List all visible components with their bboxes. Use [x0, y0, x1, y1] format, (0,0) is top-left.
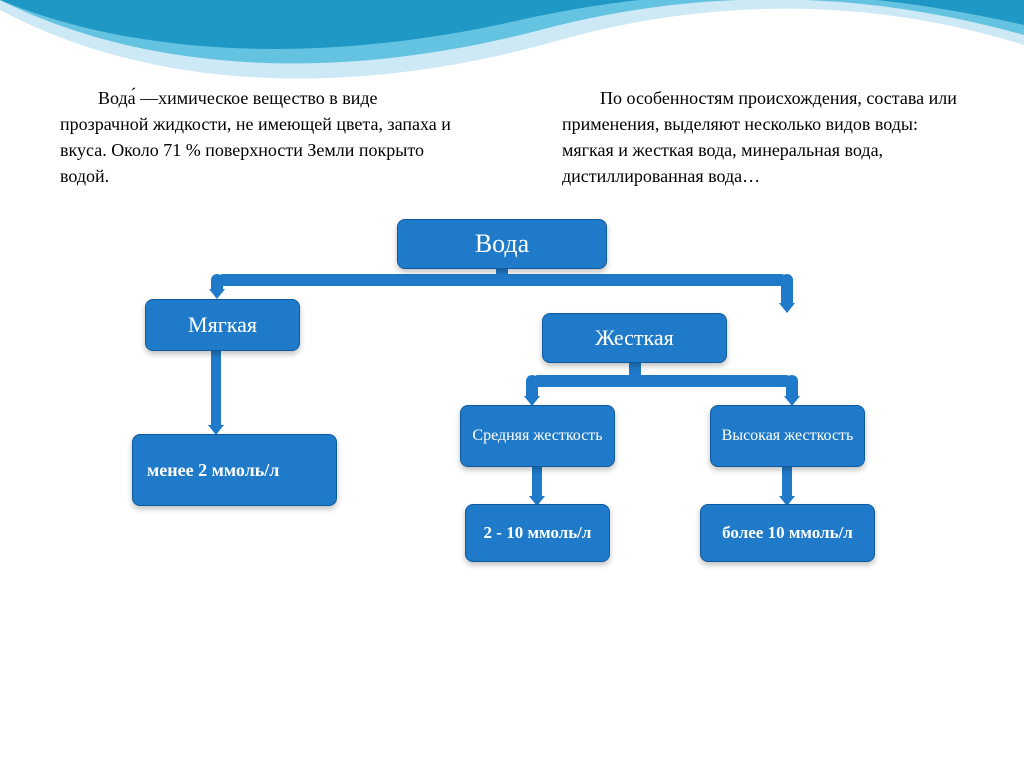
node-hard: Жесткая: [542, 313, 727, 363]
node-water-root: Вода: [397, 219, 607, 269]
content-area: Вода́ —химическое вещество в виде прозра…: [0, 0, 1024, 639]
node-label: Вода: [475, 229, 529, 259]
node-medium-value: 2 - 10 ммоль/л: [465, 504, 610, 562]
connector: [782, 465, 792, 498]
node-medium-hardness: Средняя жесткость: [460, 405, 615, 467]
node-label: Высокая жесткость: [722, 426, 854, 446]
arrow-icon: [779, 303, 795, 313]
node-soft: Мягкая: [145, 299, 300, 351]
node-value: 2 - 10 ммоль/л: [484, 522, 592, 544]
connector: [532, 375, 792, 387]
connector: [781, 274, 793, 306]
water-tree-diagram: Вода Мягкая Жесткая менее 2 ммоль/л Сред…: [102, 219, 922, 619]
paragraph-left: Вода́ —химическое вещество в виде прозра…: [60, 85, 462, 189]
node-label: Мягкая: [188, 312, 257, 338]
node-high-value: более 10 ммоль/л: [700, 504, 875, 562]
node-value: более 10 ммоль/л: [722, 522, 853, 544]
node-high-hardness: Высокая жесткость: [710, 405, 865, 467]
connector: [211, 349, 221, 427]
node-label: Средняя жесткость: [472, 426, 602, 446]
connector: [532, 465, 542, 498]
connector: [217, 274, 787, 286]
node-soft-value: менее 2 ммоль/л: [132, 434, 337, 506]
node-label: Жесткая: [595, 325, 674, 351]
paragraph-right: По особенностям происхождения, состава и…: [562, 85, 964, 189]
node-value: менее 2 ммоль/л: [147, 459, 279, 482]
arrow-icon: [209, 289, 225, 299]
text-columns: Вода́ —химическое вещество в виде прозра…: [60, 85, 964, 189]
